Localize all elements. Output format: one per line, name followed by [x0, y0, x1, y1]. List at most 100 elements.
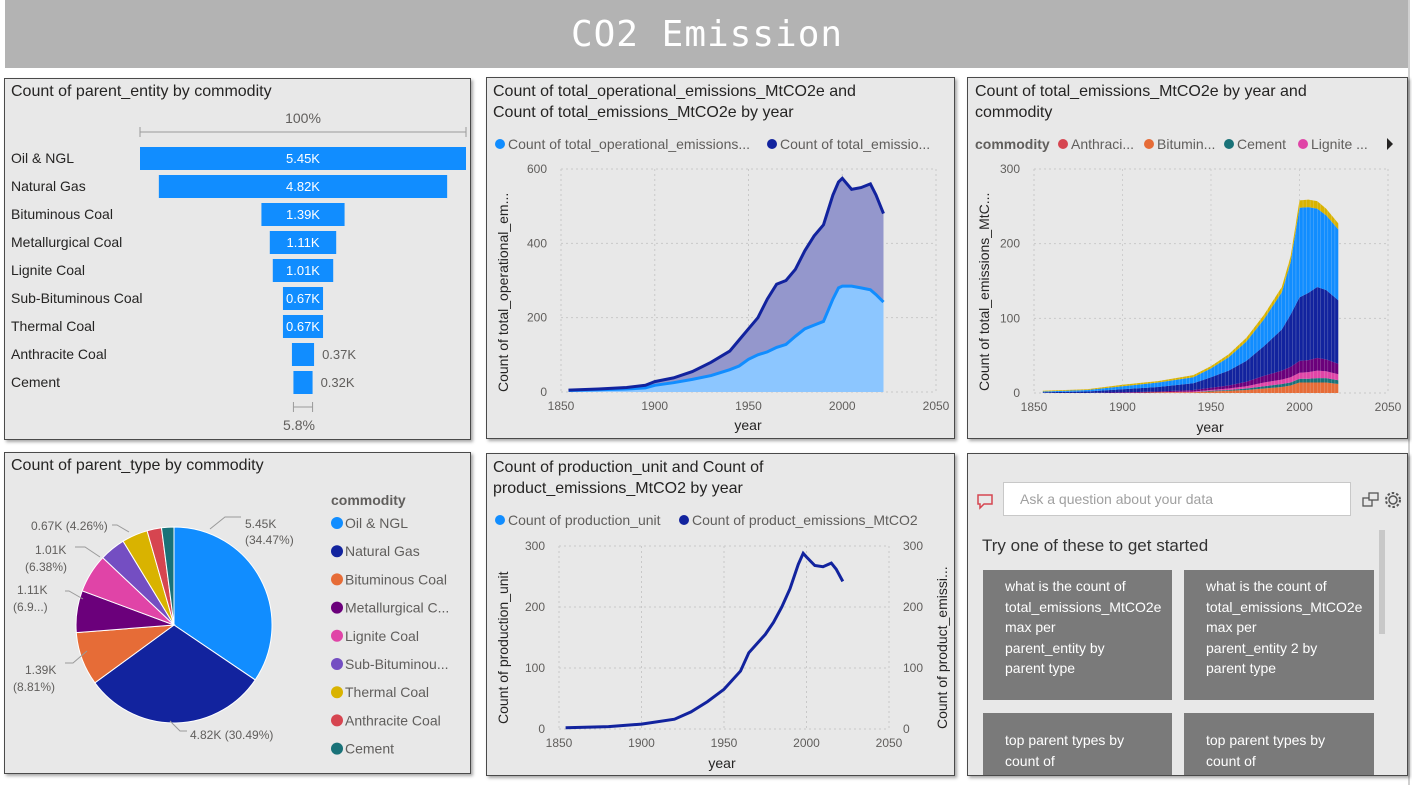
chat-bubble-icon — [977, 494, 993, 510]
x-tick-label: 1950 — [711, 736, 738, 750]
x-tick-label: 1850 — [548, 399, 575, 413]
funnel-data-label: 0.67K — [286, 319, 320, 334]
legend-label-operational[interactable]: Count of total_operational_emissions... — [508, 136, 750, 152]
pie-label-lignite-value: 1.01K — [35, 543, 66, 557]
x-tick-label: 2000 — [793, 736, 820, 750]
funnel-data-label: 0.37K — [322, 347, 356, 362]
legend-label: Oil & NGL — [345, 515, 408, 531]
funnel-chart: 100% Oil & NGL 5.45K Natural Gas 4.82K Bitumi… — [11, 110, 467, 433]
x-tick-label: 1900 — [1109, 400, 1136, 414]
funnel-category-label: Thermal Coal — [11, 318, 95, 334]
pie-label-metallurgical-pct: (6.9...) — [13, 600, 48, 614]
pie-chart-visual[interactable]: Count of parent_type by commodity 5.45K … — [4, 452, 471, 774]
legend-label: Lignite Coal — [345, 628, 419, 644]
leader-line-lignite — [75, 546, 101, 558]
funnel-bar — [158, 175, 448, 198]
y-tick-label: 600 — [527, 162, 547, 176]
convert-to-visual-icon[interactable] — [1361, 490, 1381, 510]
legend-label: Anthracite Coal — [345, 712, 441, 728]
funnel-category-label: Bituminous Coal — [11, 206, 113, 222]
line-title-line2: product_emissions_MtCO2 by year — [493, 480, 744, 497]
area1-y-axis-title: Count of total_operational_em... — [495, 193, 511, 392]
pie-label-bituminous-pct: (8.81%) — [13, 680, 55, 694]
qna-visual[interactable]: Ask a question about your data Try one o… — [967, 453, 1408, 776]
page-scrollbar-track[interactable] — [1408, 0, 1410, 785]
legend-marker — [1144, 139, 1154, 149]
legend-label: Bitumin... — [1157, 136, 1215, 152]
funnel-category-label: Natural Gas — [11, 178, 86, 194]
legend-marker — [331, 629, 343, 642]
y-tick-label: 400 — [527, 236, 547, 250]
area1-title-line1: Count of total_operational_emissions_MtC… — [493, 83, 856, 100]
stacked-area-band — [1042, 378, 1339, 393]
x-tick-label: 1900 — [641, 399, 668, 413]
legend-marker — [331, 517, 343, 529]
legend-marker — [331, 742, 343, 755]
pie-label-oil-value: 5.45K — [245, 517, 276, 531]
leader-line-metallurgical — [65, 590, 84, 600]
legend-label-total[interactable]: Count of total_emissio... — [780, 136, 930, 152]
legend-marker — [331, 686, 343, 699]
legend-label-production[interactable]: Count of production_unit — [508, 512, 661, 528]
qna-hint-text: Try one of these to get started — [982, 536, 1209, 555]
line-product-emissions — [565, 550, 845, 730]
leader-line-oil — [209, 516, 241, 530]
y-tick-label: 200 — [525, 600, 545, 614]
legend-marker-operational — [495, 139, 505, 149]
pie-slice — [160, 526, 175, 626]
line-y-axis-title: Count of production_unit — [495, 571, 511, 724]
line-chart-visual[interactable]: Count of production_unit and Count of pr… — [486, 453, 955, 776]
funnel-bar — [291, 343, 315, 366]
qna-suggestion-4[interactable]: top parent types by count of — [1184, 713, 1374, 775]
y-tick-label: 100 — [525, 661, 545, 675]
y-tick-label-right: 100 — [903, 661, 923, 675]
funnel-data-label: 1.39K — [286, 207, 320, 222]
leader-line-sub — [112, 524, 130, 533]
y-tick-label: 100 — [1000, 311, 1020, 325]
area2-title-line2: commodity — [975, 104, 1052, 121]
area2-legend-title: commodity — [975, 136, 1050, 152]
qna-suggestion-3[interactable]: top parent types by count of — [983, 713, 1172, 775]
funnel-bar — [261, 203, 345, 226]
gear-icon[interactable] — [1383, 490, 1403, 510]
pie-label-bituminous-value: 1.39K — [25, 663, 56, 677]
funnel-visual[interactable]: Count of parent_entity by commodity 100%… — [4, 78, 471, 440]
y-tick-label: 0 — [540, 385, 547, 399]
legend-marker — [1058, 139, 1068, 149]
stacked-area-commodity-visual[interactable]: Count of total_emissions_MtCO2e by year … — [967, 77, 1408, 439]
x-tick-label: 1850 — [1021, 400, 1048, 414]
funnel-category-label: Lignite Coal — [11, 262, 85, 278]
stacked-area-band — [1042, 199, 1339, 392]
legend-label: Cement — [1237, 136, 1286, 152]
funnel-bar — [269, 231, 337, 254]
legend-marker-total — [767, 139, 777, 149]
funnel-data-label: 1.11K — [286, 235, 319, 250]
funnel-data-label: 0.32K — [321, 375, 355, 390]
y-tick-label: 300 — [1000, 162, 1020, 176]
qna-question-input[interactable]: Ask a question about your data — [1003, 482, 1351, 516]
legend-marker — [331, 601, 343, 614]
funnel-category-label: Cement — [11, 374, 60, 390]
qna-scrollbar[interactable] — [1379, 530, 1385, 634]
funnel-data-label: 5.45K — [286, 151, 320, 166]
funnel-bar — [293, 371, 313, 394]
legend-marker-production — [495, 515, 505, 525]
legend-label: Thermal Coal — [345, 684, 429, 700]
line-x-axis-title: year — [708, 755, 736, 771]
qna-suggestion-1[interactable]: what is the count of total_emissions_MtC… — [983, 570, 1172, 700]
x-tick-label: 2050 — [876, 736, 903, 750]
legend-label-product-emissions[interactable]: Count of product_emissions_MtCO2 — [692, 512, 918, 528]
legend-label: Lignite ... — [1311, 136, 1368, 152]
legend-next-arrow-icon[interactable] — [1387, 138, 1393, 150]
x-tick-label: 2050 — [923, 399, 950, 413]
area-chart-emissions-visual[interactable]: Count of total_operational_emissions_MtC… — [486, 77, 955, 439]
qna-suggestion-2[interactable]: what is the count of total_emissions_MtC… — [1184, 570, 1374, 700]
y-tick-label-right: 200 — [903, 600, 923, 614]
legend-marker — [1298, 139, 1308, 149]
area2-x-axis-title: year — [1196, 419, 1224, 435]
funnel-bottom-percent: 5.8% — [283, 417, 315, 433]
stacked-area-band — [1042, 382, 1339, 393]
pie-chart: 5.45K (34.47%) 4.82K (30.49%) 1.39K (8.8… — [13, 492, 449, 757]
funnel-category-label: Sub-Bituminous Coal — [11, 290, 143, 306]
x-tick-label: 1950 — [735, 399, 762, 413]
